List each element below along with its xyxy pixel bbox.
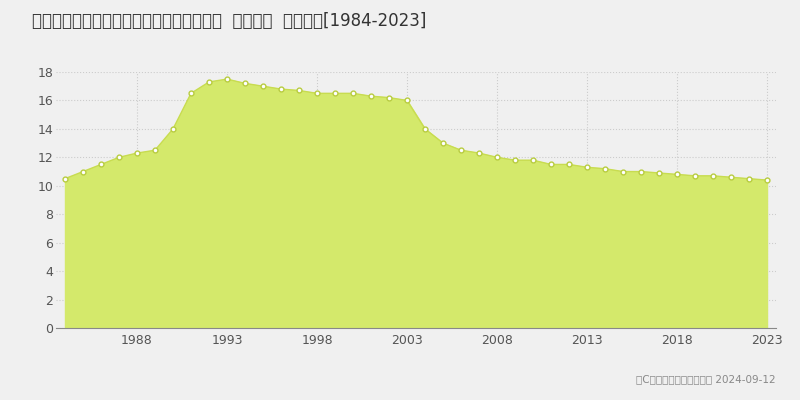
Text: （C）土地価格ドットコム 2024-09-12: （C）土地価格ドットコム 2024-09-12 xyxy=(636,374,776,384)
Text: 静岡県磤田市大久保字安井谷６０７番１外  地価公示  地価推移[1984-2023]: 静岡県磤田市大久保字安井谷６０７番１外 地価公示 地価推移[1984-2023] xyxy=(32,12,426,30)
